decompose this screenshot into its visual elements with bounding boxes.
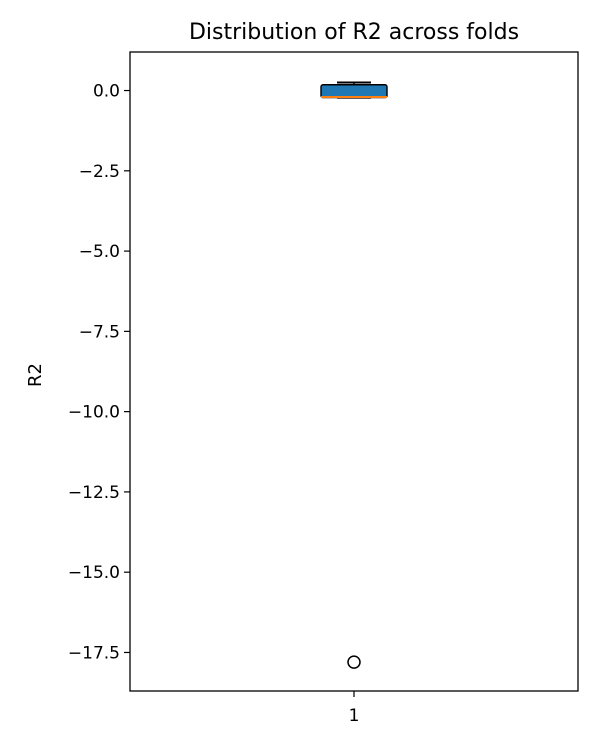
box (320, 84, 388, 99)
y-axis-label: R2 (25, 363, 46, 387)
chart-title: Distribution of R2 across folds (189, 20, 519, 45)
axes-frame (129, 51, 579, 692)
y-tick-label: −15.0 (68, 563, 120, 583)
x-axis: 1 (349, 691, 360, 726)
outlier-point (347, 655, 361, 669)
y-tick-label: −12.5 (68, 483, 120, 503)
y-tick-label: 0.0 (93, 82, 120, 102)
plot-area (320, 81, 388, 669)
y-tick-label: −10.0 (68, 403, 120, 423)
y-tick-label: −5.0 (79, 242, 120, 262)
y-axis: 0.0 −2.5 −5.0 −7.5 −10.0 −12.5 −15.0 −17.5 (68, 82, 130, 663)
y-tick-label: −2.5 (79, 162, 120, 182)
y-tick-label: −17.5 (68, 643, 120, 663)
y-tick-label: −7.5 (79, 322, 120, 342)
x-tick-label: 1 (349, 706, 360, 726)
